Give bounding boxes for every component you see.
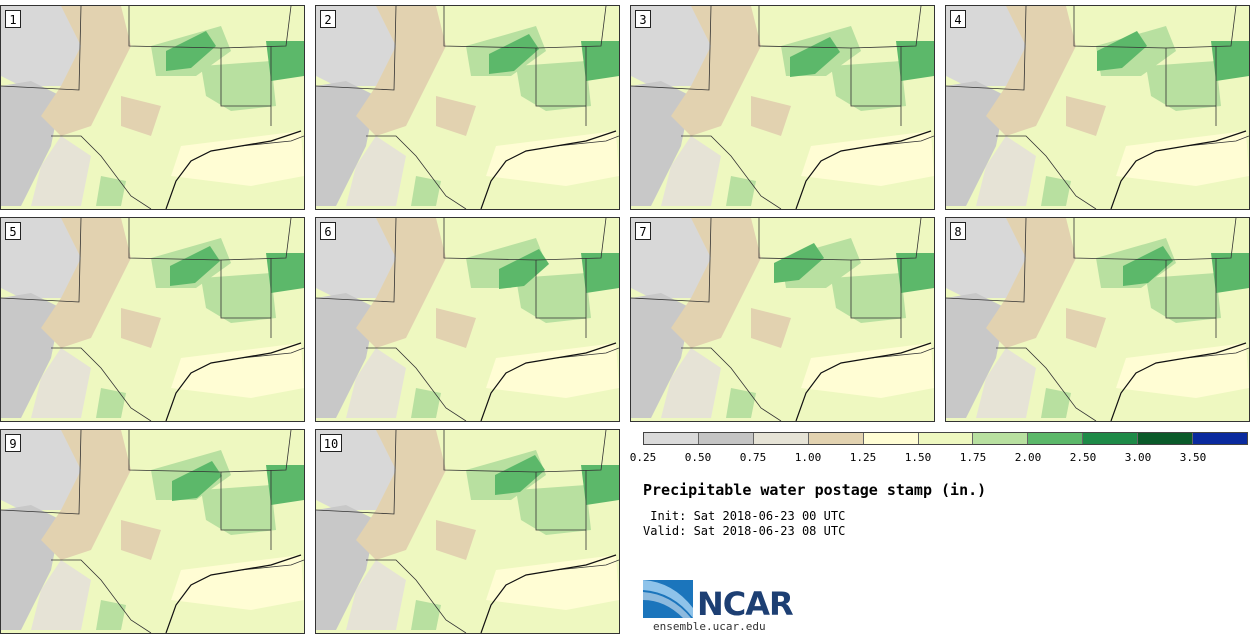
ensemble-member-panel-7: 7 bbox=[630, 217, 935, 422]
pw-map bbox=[1, 430, 304, 633]
ensemble-member-panel-5: 5 bbox=[0, 217, 305, 422]
pw-map bbox=[316, 6, 619, 209]
member-number-label: 9 bbox=[5, 434, 21, 452]
site-url: ensemble.ucar.edu bbox=[653, 620, 766, 633]
colorbar-tick-label: 1.00 bbox=[794, 451, 822, 464]
member-number-label: 6 bbox=[320, 222, 336, 240]
valid-time: Valid: Sat 2018-06-23 08 UTC bbox=[643, 524, 846, 538]
colorbar-tick-label: 0.25 bbox=[629, 451, 657, 464]
colorbar-segment bbox=[808, 433, 864, 444]
member-number-label: 3 bbox=[635, 10, 651, 28]
colorbar-segment bbox=[1083, 433, 1139, 444]
colorbar-segment bbox=[918, 433, 974, 444]
colorbar-tick-label: 3.50 bbox=[1179, 451, 1207, 464]
pw-map bbox=[1, 6, 304, 209]
ensemble-member-panel-4: 4 bbox=[945, 5, 1250, 210]
colorbar bbox=[643, 432, 1248, 445]
colorbar-tick-label: 2.50 bbox=[1069, 451, 1097, 464]
member-number-label: 7 bbox=[635, 222, 651, 240]
colorbar-tick-label: 1.75 bbox=[959, 451, 987, 464]
ensemble-member-panel-3: 3 bbox=[630, 5, 935, 210]
ensemble-member-panel-10: 10 bbox=[315, 429, 620, 634]
member-number-label: 5 bbox=[5, 222, 21, 240]
pw-map bbox=[316, 218, 619, 421]
colorbar-segment bbox=[1138, 433, 1194, 444]
colorbar-tick-label: 3.00 bbox=[1124, 451, 1152, 464]
chart-title: Precipitable water postage stamp (in.) bbox=[643, 481, 987, 499]
colorbar-segment bbox=[973, 433, 1029, 444]
ensemble-member-panel-2: 2 bbox=[315, 5, 620, 210]
colorbar-tick-label: 0.50 bbox=[684, 451, 712, 464]
colorbar-tick-label: 1.50 bbox=[904, 451, 932, 464]
pw-map bbox=[1, 218, 304, 421]
ncar-logo-icon bbox=[643, 580, 693, 618]
colorbar-tick-label: 1.25 bbox=[849, 451, 877, 464]
colorbar-segment bbox=[753, 433, 809, 444]
member-number-label: 1 bbox=[5, 10, 21, 28]
member-number-label: 2 bbox=[320, 10, 336, 28]
member-number-label: 4 bbox=[950, 10, 966, 28]
pw-map bbox=[631, 218, 934, 421]
member-number-label: 8 bbox=[950, 222, 966, 240]
colorbar-segment bbox=[698, 433, 754, 444]
colorbar-tick-label: 0.75 bbox=[739, 451, 767, 464]
pw-map bbox=[631, 6, 934, 209]
ensemble-member-panel-6: 6 bbox=[315, 217, 620, 422]
ncar-wordmark: NCAR bbox=[697, 585, 794, 623]
pw-map bbox=[316, 430, 619, 633]
ensemble-member-panel-8: 8 bbox=[945, 217, 1250, 422]
ensemble-member-panel-1: 1 bbox=[0, 5, 305, 210]
colorbar-segment bbox=[644, 433, 699, 444]
colorbar-segment bbox=[1193, 433, 1247, 444]
init-time: Init: Sat 2018-06-23 00 UTC bbox=[643, 509, 846, 523]
member-number-label: 10 bbox=[320, 434, 342, 452]
ensemble-member-panel-9: 9 bbox=[0, 429, 305, 634]
pw-map bbox=[946, 6, 1249, 209]
colorbar-tick-label: 2.00 bbox=[1014, 451, 1042, 464]
colorbar-segment bbox=[1028, 433, 1084, 444]
pw-map bbox=[946, 218, 1249, 421]
colorbar-segment bbox=[863, 433, 919, 444]
